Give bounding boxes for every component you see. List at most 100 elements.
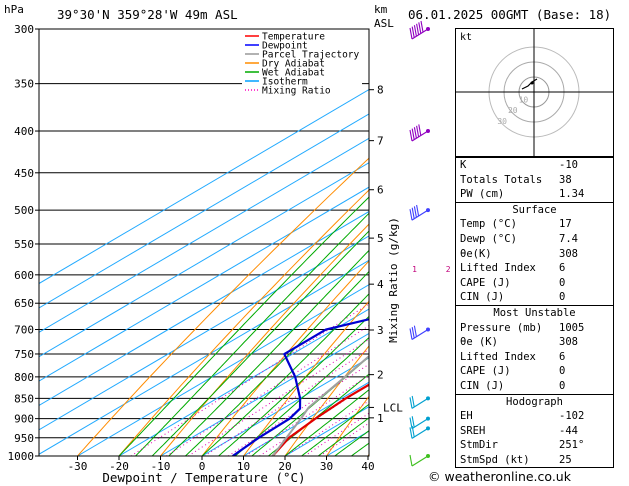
wind-barb-flag: [420, 20, 424, 33]
location-title: 39°30'N 359°28'W 49m ASL: [57, 7, 238, 22]
wind-barb-flag: [413, 127, 417, 139]
surface-row: θe(K) 308: [456, 247, 613, 262]
hodograph-value: 251°: [559, 439, 585, 452]
surface-title: Surface: [512, 203, 557, 216]
surface-value: 0: [559, 276, 566, 289]
surface-value: 17: [559, 218, 572, 231]
wind-barb-flag: [411, 128, 415, 140]
pressure-tick-label: 500: [14, 204, 34, 217]
pressure-tick-label: 1000: [8, 450, 35, 463]
most-unstable-value: 6: [559, 350, 566, 363]
most-unstable-row: CAPE (J) 0: [456, 364, 613, 379]
legend-entry: Parcel Trajectory: [262, 50, 360, 61]
mixing-ratio-line: [204, 348, 369, 456]
y-axis-right-label: Mixing Ratio (g/kg): [387, 217, 400, 343]
mixing-ratio-line: [166, 325, 369, 456]
wind-barb-flag: [409, 129, 413, 142]
legend-entry: Wet Adiabat: [262, 68, 325, 79]
hodograph-panel: kt 10 20 30: [455, 28, 614, 157]
legend-entry: Temperature: [262, 32, 325, 43]
wind-barb-flag: [418, 22, 422, 34]
dry-adiabat-line: [201, 260, 369, 456]
hodograph-label: EH: [460, 410, 473, 423]
hodograph-label: StmSpd (kt): [460, 453, 530, 466]
dry-adiabat-line: [118, 189, 369, 456]
most-unstable-row: θe (K) 308: [456, 335, 613, 350]
wind-barb-flag: [413, 25, 417, 37]
km-label: km: [374, 3, 388, 16]
index-row: Totals Totals 38: [456, 173, 613, 188]
dry-adiabat-line: [617, 29, 629, 456]
x-tick-label: -10: [151, 460, 171, 473]
most-unstable-value: 0: [559, 379, 566, 392]
pressure-tick-label: 700: [14, 324, 34, 337]
hodograph-trace: [521, 78, 538, 90]
pressure-tick-label: 600: [14, 269, 34, 282]
most-unstable-row: Lifted Index 6: [456, 350, 613, 365]
x-axis-label: Dewpoint / Temperature (°C): [102, 470, 305, 485]
wet-adiabat-line: [118, 196, 369, 456]
x-tick-label: 10: [237, 460, 250, 473]
index-value: 1.34: [559, 188, 585, 201]
hodograph-storm-marker: [530, 81, 534, 85]
surface-value: 308: [559, 247, 578, 260]
pressure-tick-label: 550: [14, 238, 34, 251]
pressure-tick-label: 850: [14, 392, 34, 405]
mixing-ratio-line: [319, 422, 369, 456]
most-unstable-label: CIN (J): [460, 379, 505, 392]
wind-barb-flag: [411, 416, 415, 428]
surface-row: Dewp (°C) 7.4: [456, 232, 613, 247]
x-tick-label: -30: [68, 460, 88, 473]
km-tick-label: 2: [377, 369, 384, 382]
hodograph-ring-label: 10: [519, 96, 529, 105]
wet-adiabat-line: [234, 336, 369, 456]
wind-barb-flag: [409, 454, 413, 467]
surface-row: CAPE (J) 0: [456, 276, 613, 291]
surface-value: 0: [559, 291, 566, 304]
lcl-label: LCL: [383, 401, 403, 414]
indices-panel: K -10 Totals Totals 38 PW (cm) 1.34 Surface T…: [455, 157, 614, 469]
dry-adiabat-line: [284, 345, 369, 456]
legend-box: [242, 30, 362, 92]
hodograph-unit: kt: [460, 32, 472, 43]
hodograph-label: StmDir: [460, 439, 498, 452]
km-tick-label: 8: [377, 84, 384, 97]
isotherm-line: [77, 284, 369, 456]
wind-barb-dot: [426, 208, 430, 213]
parcel-trajectory-profile: [271, 354, 369, 456]
hodograph-row: SREH -44: [456, 424, 613, 439]
pressure-tick-label: 400: [14, 125, 34, 138]
legend-entry: Dewpoint: [262, 41, 308, 52]
hodograph-ring-label: 30: [497, 117, 507, 126]
mixing-ratio-line: [245, 374, 369, 456]
hodograph-value: 25: [559, 453, 572, 466]
temperature-profile: [271, 383, 369, 456]
pressure-tick-label: 800: [14, 371, 34, 384]
pressure-tick-label: 350: [14, 78, 34, 91]
most-unstable-label: Pressure (mb): [460, 321, 543, 334]
most-unstable-title: Most Unstable: [493, 306, 576, 319]
isotherm-line: [39, 88, 369, 285]
surface-label: Lifted Index: [460, 262, 536, 275]
pressure-tick-label: 900: [14, 413, 34, 426]
hodograph-title: Hodograph: [506, 395, 563, 408]
mixing-ratio-label: 2: [446, 265, 451, 274]
km-tick-label: 3: [377, 324, 384, 337]
hodograph-label: SREH: [460, 424, 486, 437]
index-label: K: [460, 159, 467, 171]
wind-barb-flag: [418, 124, 422, 136]
wind-barb-flag: [413, 325, 417, 337]
surface-label: Dewp (°C): [460, 232, 517, 245]
dry-adiabat-line: [326, 395, 369, 456]
surface-label: Temp (°C): [460, 218, 517, 231]
hpa-label: hPa: [4, 3, 24, 16]
wet-adiabat-line: [135, 212, 369, 456]
wind-barb-dot: [426, 327, 430, 332]
hodograph-row: StmSpd (kt) 25: [456, 453, 613, 468]
isotherm-line: [39, 162, 369, 358]
wind-barb-flag: [409, 427, 413, 439]
hodograph-value: -44: [559, 424, 578, 437]
hodograph-ring-label: 20: [508, 106, 518, 115]
mixing-ratio-line: [304, 412, 369, 456]
